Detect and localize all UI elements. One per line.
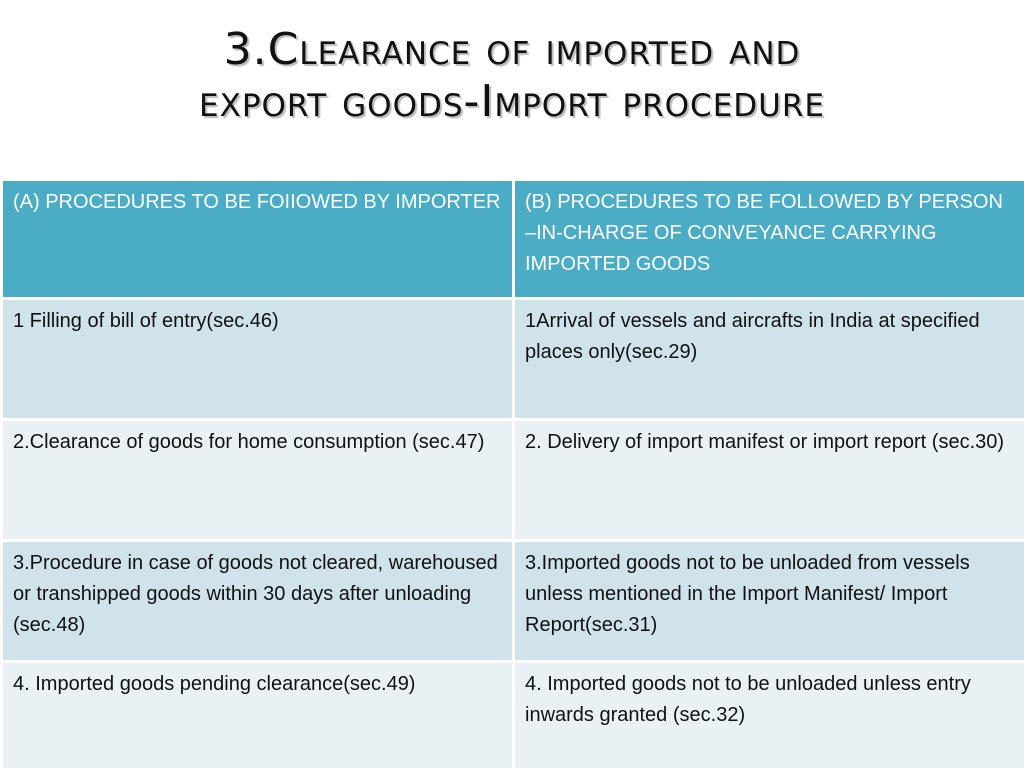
table-cell: 2. Delivery of import manifest or import… (512, 418, 1024, 542)
table-cell: 2.Clearance of goods for home consumptio… (0, 418, 515, 542)
table-row: 4. Imported goods pending clearance(sec.… (0, 660, 1024, 768)
table-cell: 3.Imported goods not to be unloaded from… (512, 539, 1024, 663)
header-importer: (A) PROCEDURES TO BE FOIIOWED BY IMPORTE… (0, 178, 515, 300)
procedure-table: (A) PROCEDURES TO BE FOIIOWED BY IMPORTE… (0, 178, 1024, 768)
table-cell: 4. Imported goods pending clearance(sec.… (0, 660, 515, 768)
table-row: 2.Clearance of goods for home consumptio… (0, 418, 1024, 542)
table-row: 1 Filling of bill of entry(sec.46) 1Arri… (0, 297, 1024, 421)
table-cell: 1Arrival of vessels and aircrafts in Ind… (512, 297, 1024, 421)
table-cell: 3.Procedure in case of goods not cleared… (0, 539, 515, 663)
slide-title: 3.Clearance of imported and export goods… (0, 24, 1024, 128)
header-conveyance: (B) PROCEDURES TO BE FOLLOWED BY PERSON … (512, 178, 1024, 300)
table-header-row: (A) PROCEDURES TO BE FOIIOWED BY IMPORTE… (0, 178, 1024, 300)
title-line-1: 3.Clearance of imported and (223, 24, 801, 75)
table-row: 3.Procedure in case of goods not cleared… (0, 539, 1024, 663)
table-cell: 4. Imported goods not to be unloaded unl… (512, 660, 1024, 768)
title-line-2: export goods-Import procedure (199, 76, 825, 127)
table-cell: 1 Filling of bill of entry(sec.46) (0, 297, 515, 421)
